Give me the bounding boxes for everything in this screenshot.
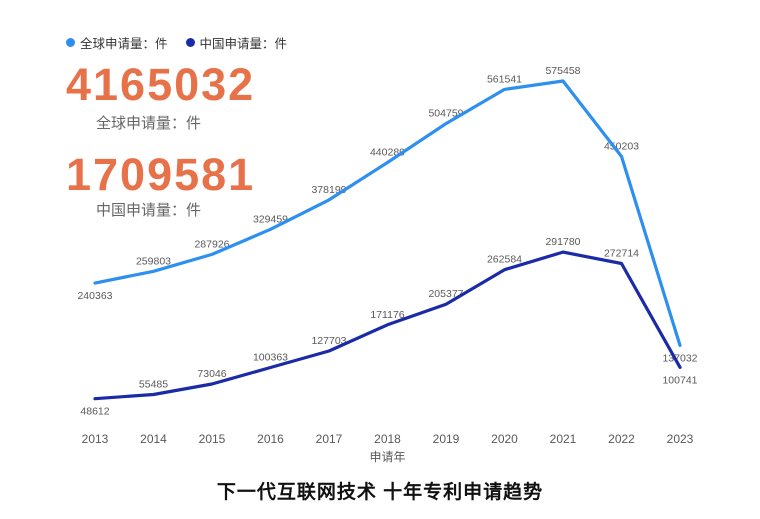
china-total-label: 中国申请量：件 (96, 202, 202, 219)
svg-text:2023: 2023 (667, 432, 694, 446)
svg-text:259803: 259803 (136, 255, 171, 267)
legend-item-china[interactable]: 中国申请量：件 (185, 33, 288, 52)
svg-text:2021: 2021 (550, 432, 577, 446)
svg-text:48612: 48612 (80, 406, 109, 418)
svg-text:137032: 137032 (662, 352, 697, 364)
global-total-label: 全球申请量：件 (96, 115, 202, 132)
global-series-dot-icon (66, 38, 75, 47)
svg-text:申请年: 申请年 (369, 450, 405, 464)
svg-text:575458: 575458 (545, 65, 580, 77)
chart-legend: 全球申请量：件 中国申请量：件 (66, 33, 287, 52)
svg-text:2013: 2013 (82, 432, 109, 446)
svg-text:2022: 2022 (608, 432, 635, 446)
svg-text:2018: 2018 (374, 432, 401, 446)
svg-text:2019: 2019 (433, 432, 460, 446)
svg-text:240363: 240363 (77, 290, 112, 302)
trend-chart: 2403632598032879263294593781994402895047… (77, 65, 697, 464)
china-total-value: 1709581 (66, 149, 256, 200)
china-series-dot-icon (185, 38, 195, 47)
svg-text:73046: 73046 (197, 368, 226, 380)
global-total-value: 4165032 (66, 59, 256, 110)
svg-text:561541: 561541 (487, 73, 522, 85)
svg-text:2020: 2020 (491, 432, 518, 446)
svg-text:127703: 127703 (311, 335, 346, 347)
svg-text:100741: 100741 (662, 374, 697, 386)
svg-text:378199: 378199 (311, 184, 346, 196)
chart-title: 下一代互联网技术 十年专利申请趋势 (216, 482, 544, 503)
svg-text:272714: 272714 (604, 248, 639, 260)
legend-item-global[interactable]: 全球申请量：件 (66, 33, 168, 52)
svg-text:171176: 171176 (370, 309, 404, 321)
svg-text:100363: 100363 (253, 352, 288, 364)
svg-text:2017: 2017 (316, 432, 343, 446)
series-line (93, 79, 682, 347)
svg-text:2016: 2016 (257, 432, 284, 446)
svg-text:287926: 287926 (194, 238, 229, 250)
svg-text:329459: 329459 (253, 213, 288, 225)
svg-text:55485: 55485 (139, 379, 168, 391)
legend-label-china: 中国申请量：件 (199, 37, 288, 51)
svg-text:291780: 291780 (545, 236, 580, 248)
svg-text:262584: 262584 (487, 254, 522, 266)
series-line (93, 250, 682, 401)
svg-text:2015: 2015 (199, 432, 226, 446)
svg-text:2014: 2014 (140, 432, 167, 446)
legend-label-global: 全球申请量：件 (80, 37, 168, 51)
